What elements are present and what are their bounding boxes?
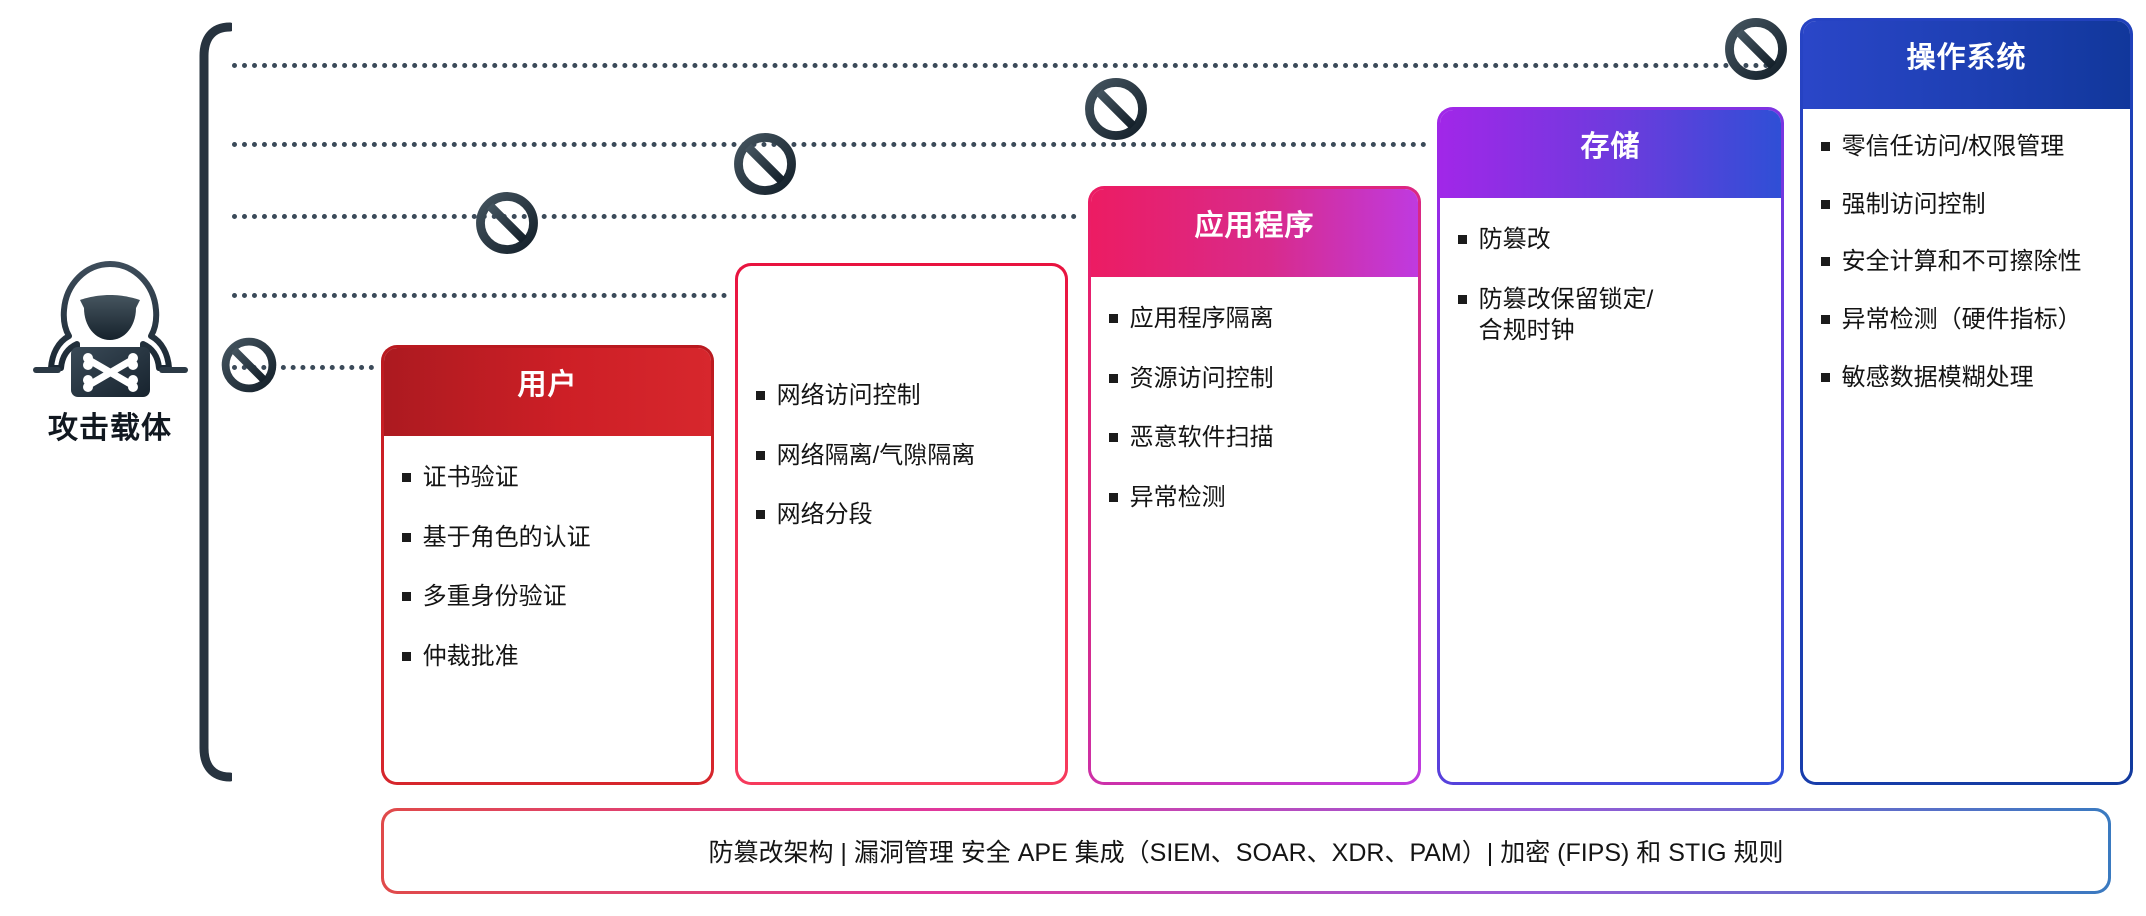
list-item: 仲裁批准 xyxy=(401,641,696,673)
bullet-icon xyxy=(1108,493,1118,503)
no-entry-icon-user xyxy=(221,337,277,393)
bullet-icon xyxy=(1820,315,1830,325)
layer-card-user-body: 证书验证 基于角色的认证 多重身份验证 仲裁批准 xyxy=(383,435,712,783)
bullet-icon xyxy=(1820,257,1830,267)
attack-line-network xyxy=(232,293,727,298)
layer-card-application-body: 应用程序隔离 资源访问控制 恶意软件扫描 异常检测 xyxy=(1090,276,1419,783)
list-item: 证书验证 xyxy=(401,462,696,494)
attack-vector-label: 攻击载体 xyxy=(48,412,172,445)
attack-vector-group: 攻击载体 xyxy=(10,252,210,447)
list-item: 安全计算和不可擦除性 xyxy=(1820,246,2115,278)
layer-card-network[interactable]: 网络 网络访问控制 网络隔离/气隙隔离 网络分段 xyxy=(735,263,1068,785)
list-item: 异常检测 xyxy=(1108,482,1403,514)
list-item: 零信任访问/权限管理 xyxy=(1820,131,2115,163)
footer-band: 防篡改架构 | 漏洞管理 安全 APE 集成（SIEM、SOAR、XDR、PAM… xyxy=(381,808,2111,894)
bullet-icon xyxy=(1457,234,1467,244)
layer-card-storage-title: 存储 xyxy=(1580,130,1641,163)
list-item: 网络分段 xyxy=(755,499,1050,531)
list-item: 恶意软件扫描 xyxy=(1108,422,1403,454)
layer-card-application-title: 应用程序 xyxy=(1194,209,1315,242)
list-item: 异常检测（硬件指标） xyxy=(1820,304,2115,336)
layer-card-application-header: 应用程序 xyxy=(1090,188,1419,277)
list-item: 防篡改 xyxy=(1457,224,1766,256)
layer-card-os-title: 操作系统 xyxy=(1906,41,2027,74)
layer-card-application[interactable]: 应用程序 应用程序隔离 资源访问控制 恶意软件扫描 异常检测 xyxy=(1088,186,1421,785)
left-bracket xyxy=(199,22,232,782)
attack-line-os xyxy=(232,63,1780,68)
no-entry-icon-os xyxy=(1725,18,1787,80)
layer-card-user[interactable]: 用户 证书验证 基于角色的认证 多重身份验证 仲裁批准 xyxy=(381,345,714,785)
layer-card-storage[interactable]: 存储 防篡改 防篡改保留锁定/ 合规时钟 xyxy=(1437,107,1784,785)
layer-card-user-title: 用户 xyxy=(517,368,578,401)
bullet-icon xyxy=(1108,373,1118,383)
bullet-icon xyxy=(401,592,411,602)
no-entry-icon-storage xyxy=(1085,78,1147,140)
bullet-icon xyxy=(755,450,765,460)
list-item: 资源访问控制 xyxy=(1108,363,1403,395)
bullet-icon xyxy=(401,472,411,482)
list-item: 敏感数据模糊处理 xyxy=(1820,362,2115,394)
attack-line-storage xyxy=(232,142,1427,147)
bullet-icon xyxy=(1820,141,1830,151)
list-item: 多重身份验证 xyxy=(401,581,696,613)
bullet-icon xyxy=(1457,294,1467,304)
bullet-icon xyxy=(1108,313,1118,323)
hooded-hacker-icon xyxy=(32,261,188,397)
list-item: 网络隔离/气隙隔离 xyxy=(755,440,1050,472)
list-item: 网络访问控制 xyxy=(755,380,1050,412)
bullet-icon xyxy=(1820,199,1830,209)
no-entry-icon-network xyxy=(476,192,538,254)
layer-card-os-body: 零信任访问/权限管理 强制访问控制 安全计算和不可擦除性 异常检测（硬件指标） … xyxy=(1802,108,2131,783)
bullet-icon xyxy=(401,652,411,662)
bullet-icon xyxy=(1108,433,1118,443)
layer-card-storage-body: 防篡改 防篡改保留锁定/ 合规时钟 xyxy=(1439,197,1782,783)
no-entry-icon-application xyxy=(734,133,796,195)
list-item: 基于角色的认证 xyxy=(401,522,696,554)
bullet-icon xyxy=(401,532,411,542)
attack-line-user xyxy=(232,365,374,370)
layer-card-network-header: 网络 xyxy=(738,266,1066,354)
list-item: 应用程序隔离 xyxy=(1108,303,1403,335)
layer-card-os[interactable]: 操作系统 零信任访问/权限管理 强制访问控制 安全计算和不可擦除性 异常检测（ xyxy=(1800,18,2133,785)
layer-card-network-title: 网络 xyxy=(871,286,932,319)
layer-card-storage-header: 存储 xyxy=(1439,109,1782,198)
layer-card-user-header: 用户 xyxy=(383,347,712,436)
layer-card-os-header: 操作系统 xyxy=(1802,20,2131,109)
list-item: 防篡改保留锁定/ 合规时钟 xyxy=(1457,284,1766,348)
attack-line-application xyxy=(232,214,1077,219)
storage-item-2-text: 防篡改保留锁定/ 合规时钟 xyxy=(1478,285,1654,345)
footer-text: 防篡改架构 | 漏洞管理 安全 APE 集成（SIEM、SOAR、XDR、PAM… xyxy=(708,839,1784,867)
bullet-icon xyxy=(755,510,765,520)
bullet-icon xyxy=(1820,373,1830,383)
bullet-icon xyxy=(755,390,765,400)
layer-card-network-body: 网络访问控制 网络隔离/气隙隔离 网络分段 xyxy=(737,353,1066,783)
list-item: 强制访问控制 xyxy=(1820,189,2115,221)
